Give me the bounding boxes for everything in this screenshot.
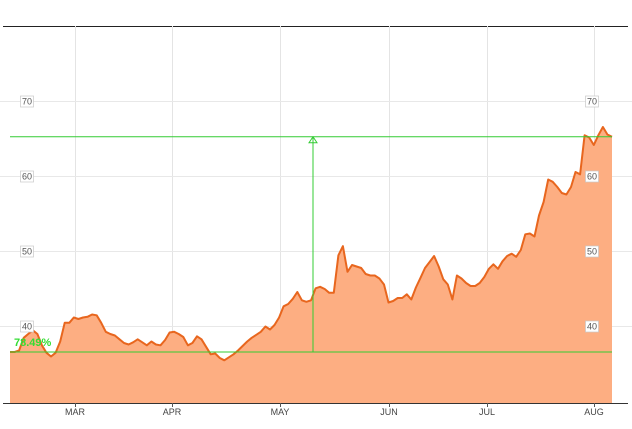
x-tick-label-apr: APR bbox=[163, 407, 182, 417]
x-tick-label-may: MAY bbox=[271, 407, 290, 417]
y-tick-label-left-60: 60 bbox=[22, 172, 32, 182]
y-tick-label-left-40: 40 bbox=[22, 322, 32, 332]
y-tick-box-left-40 bbox=[20, 320, 34, 333]
y-tick-box-right-60 bbox=[585, 170, 599, 183]
y-tick-label-right-70: 70 bbox=[587, 97, 597, 107]
y-tick-box-right-50 bbox=[585, 245, 599, 258]
price-area bbox=[10, 127, 612, 403]
y-tick-box-right-70 bbox=[585, 95, 599, 108]
y-tick-label-right-60: 60 bbox=[587, 172, 597, 182]
x-tick-label-jun: JUN bbox=[380, 407, 398, 417]
x-tick-label-mar: MAR bbox=[65, 407, 86, 417]
y-tick-label-left-70: 70 bbox=[22, 97, 32, 107]
y-tick-label-left-50: 50 bbox=[22, 247, 32, 257]
y-tick-box-left-60 bbox=[20, 170, 34, 183]
measure-arrow-head bbox=[308, 135, 318, 144]
price-line bbox=[10, 126, 613, 362]
y-tick-box-left-70 bbox=[20, 95, 34, 108]
y-tick-label-right-50: 50 bbox=[587, 247, 597, 257]
y-tick-box-right-40 bbox=[585, 320, 599, 333]
x-tick-label-jul: JUL bbox=[479, 407, 495, 417]
y-tick-label-right-40: 40 bbox=[587, 322, 597, 332]
x-tick-label-aug: AUG bbox=[584, 407, 604, 417]
y-tick-box-left-50 bbox=[20, 245, 34, 258]
measure-percent-label: 78.49% bbox=[14, 337, 52, 349]
